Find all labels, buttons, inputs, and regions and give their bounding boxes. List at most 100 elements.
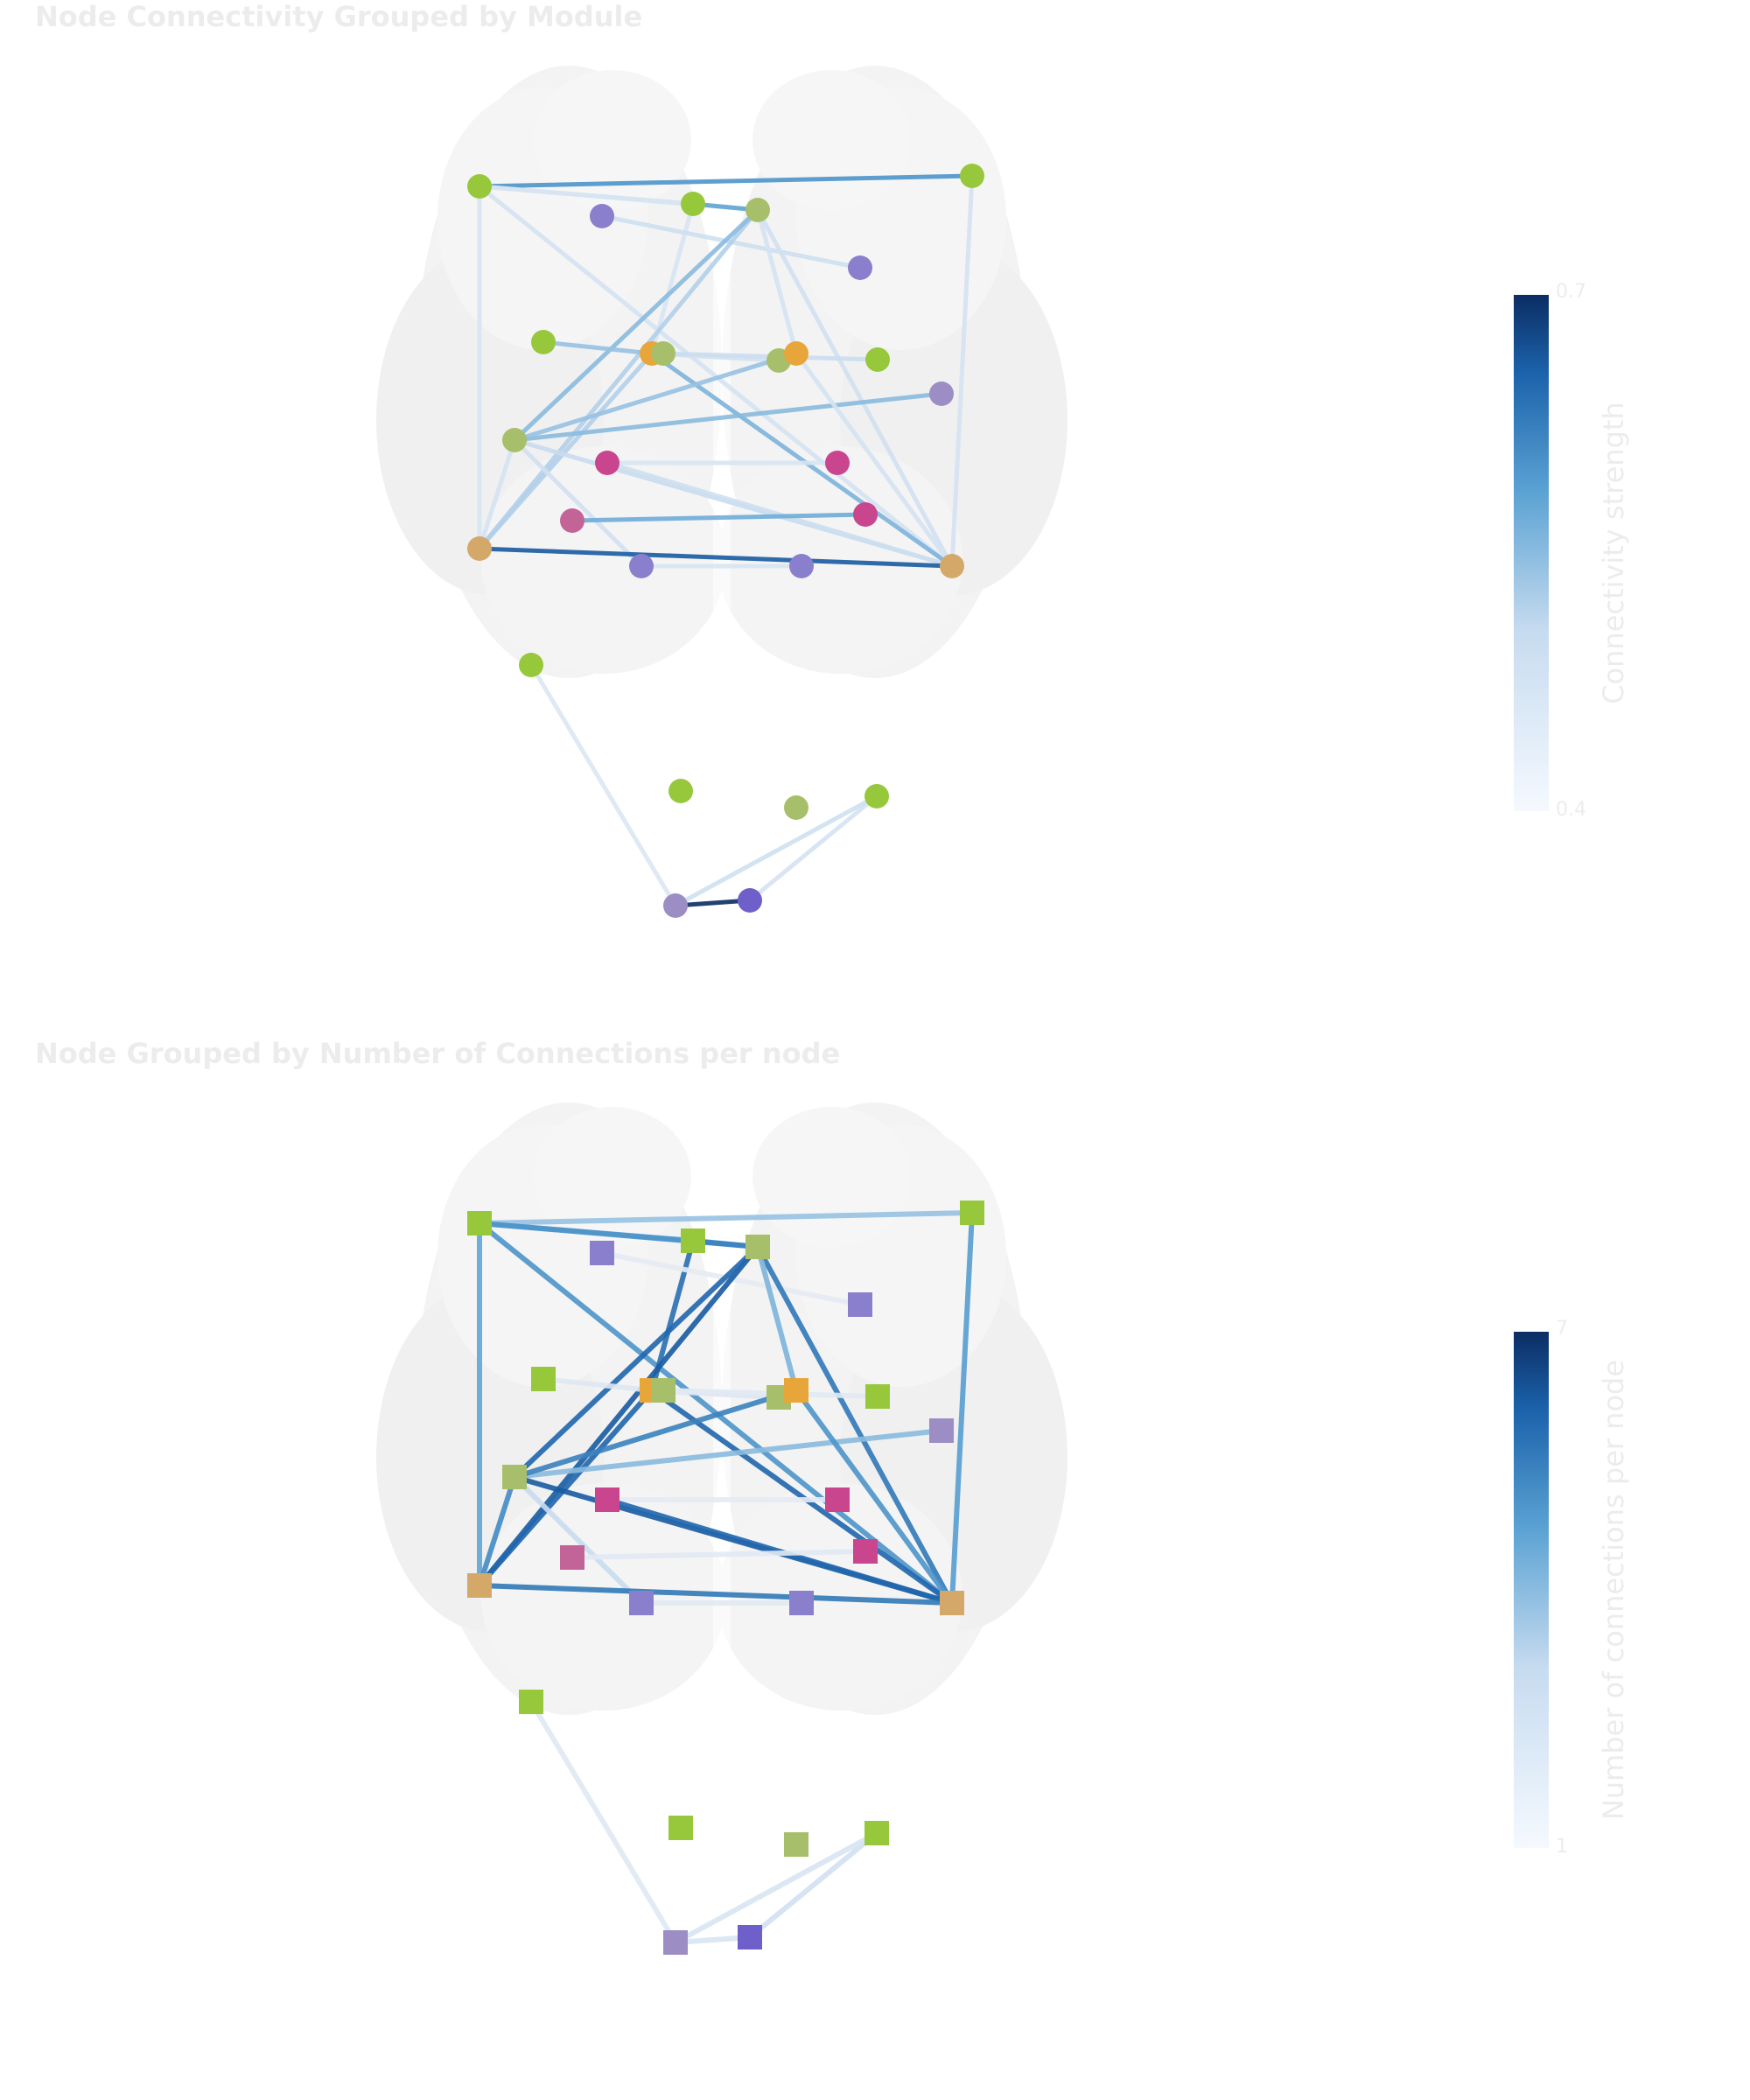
node-N17[interactable] bbox=[560, 1545, 584, 1570]
node-N5[interactable] bbox=[960, 164, 984, 188]
panel-2-colorbar: 7 1 Number of connections per node bbox=[1514, 1318, 1630, 1858]
edge-N27-N28 bbox=[673, 898, 752, 908]
edge-N8-N19 bbox=[477, 1388, 654, 1588]
node-N28[interactable] bbox=[738, 888, 762, 913]
node-N9[interactable] bbox=[651, 1378, 676, 1403]
edge-N4-N19 bbox=[477, 207, 760, 551]
node-N15[interactable] bbox=[595, 1488, 620, 1512]
node-N15[interactable] bbox=[595, 451, 620, 475]
node-N22[interactable] bbox=[940, 1591, 964, 1615]
node-N21[interactable] bbox=[789, 1591, 814, 1615]
node-N22[interactable] bbox=[940, 554, 964, 578]
node-N26[interactable] bbox=[864, 784, 889, 808]
edge-N11-N22 bbox=[794, 1388, 955, 1606]
colorbar-2-label: Number of connections per node bbox=[1597, 1360, 1630, 1820]
edge-N14-N13 bbox=[512, 391, 944, 443]
colorbar-2-tick-max: 7 bbox=[1556, 1318, 1568, 1340]
node-N14[interactable] bbox=[502, 1465, 527, 1489]
node-N11[interactable] bbox=[784, 341, 808, 366]
colorbar-2-tick-min: 1 bbox=[1556, 1836, 1568, 1858]
node-N24[interactable] bbox=[668, 1816, 693, 1840]
node-N2[interactable] bbox=[590, 204, 614, 228]
panel-2-title: Node Grouped by Number of Connections pe… bbox=[35, 1037, 840, 1070]
node-N16[interactable] bbox=[825, 451, 850, 475]
node-N7[interactable] bbox=[531, 330, 556, 354]
node-N5[interactable] bbox=[960, 1200, 984, 1225]
panel-1-title: Node Connectivity Grouped by Module bbox=[35, 0, 642, 33]
node-N19[interactable] bbox=[467, 1573, 492, 1598]
panel-1-nodes bbox=[467, 164, 984, 918]
node-N2[interactable] bbox=[590, 1241, 614, 1265]
edge-N26-N28 bbox=[747, 1830, 879, 1940]
colorbar-1-tick-min: 0.4 bbox=[1556, 799, 1586, 821]
edge-N4-N14 bbox=[512, 1244, 760, 1480]
edge-N14-N20 bbox=[512, 1474, 644, 1606]
node-N16[interactable] bbox=[825, 1488, 850, 1512]
edge-N8-N22 bbox=[649, 1388, 955, 1606]
node-N26[interactable] bbox=[864, 1821, 889, 1845]
edge-N4-N22 bbox=[755, 1244, 955, 1606]
edge-N26-N28 bbox=[747, 794, 879, 903]
edge-N4-N14 bbox=[512, 207, 760, 443]
node-N3[interactable] bbox=[681, 192, 705, 216]
colorbar-1-gradient bbox=[1514, 295, 1549, 811]
node-N3[interactable] bbox=[681, 1228, 705, 1253]
panel-1-colorbar: 0.7 0.4 Connectivity strength bbox=[1514, 281, 1630, 821]
node-N25[interactable] bbox=[784, 795, 808, 820]
edge-N8-N19 bbox=[477, 351, 654, 551]
edge-N19-N22 bbox=[477, 546, 955, 569]
edge-N4-N11 bbox=[755, 1244, 799, 1393]
colorbar-1-label: Connectivity strength bbox=[1597, 402, 1630, 704]
node-N27[interactable] bbox=[663, 893, 688, 918]
edge-N14-N13 bbox=[512, 1428, 944, 1480]
edge-N5-N22 bbox=[949, 173, 975, 569]
node-N11[interactable] bbox=[784, 1378, 808, 1403]
edge-N27-N28 bbox=[673, 1935, 752, 1945]
colorbar-1-tick-max: 0.7 bbox=[1556, 281, 1586, 303]
edge-N4-N22 bbox=[755, 207, 955, 569]
node-N25[interactable] bbox=[784, 1832, 808, 1857]
node-N6[interactable] bbox=[848, 256, 872, 280]
node-N28[interactable] bbox=[738, 1925, 762, 1950]
edge-N26-N27 bbox=[673, 1830, 879, 1945]
edge-N14-N11 bbox=[512, 1388, 799, 1480]
node-N19[interactable] bbox=[467, 536, 492, 561]
node-N13[interactable] bbox=[929, 382, 954, 406]
edge-N17-N18 bbox=[570, 512, 868, 523]
node-N18[interactable] bbox=[853, 502, 878, 527]
node-N20[interactable] bbox=[629, 1591, 654, 1615]
edge-N11-N22 bbox=[794, 351, 955, 569]
node-N13[interactable] bbox=[929, 1418, 954, 1443]
node-N1[interactable] bbox=[467, 1211, 492, 1236]
node-N12[interactable] bbox=[865, 347, 890, 372]
node-N12[interactable] bbox=[865, 1384, 890, 1409]
node-N7[interactable] bbox=[531, 1367, 556, 1391]
panel-1-edges bbox=[477, 173, 975, 908]
node-N14[interactable] bbox=[502, 428, 527, 452]
node-N4[interactable] bbox=[746, 1235, 770, 1259]
edge-N7-N8 bbox=[541, 1376, 654, 1393]
node-N20[interactable] bbox=[629, 554, 654, 578]
node-N23[interactable] bbox=[519, 653, 543, 677]
edge-N14-N20 bbox=[512, 438, 644, 569]
colorbar-2-gradient bbox=[1514, 1332, 1549, 1848]
edge-N7-N8 bbox=[541, 340, 654, 356]
node-N21[interactable] bbox=[789, 554, 814, 578]
node-N18[interactable] bbox=[853, 1539, 878, 1564]
node-N1[interactable] bbox=[467, 174, 492, 199]
node-N23[interactable] bbox=[519, 1690, 543, 1714]
edge-N14-N19 bbox=[477, 438, 517, 551]
edge-N19-N22 bbox=[477, 1583, 955, 1606]
edge-N14-N19 bbox=[477, 1474, 517, 1588]
node-N9[interactable] bbox=[651, 341, 676, 366]
node-N4[interactable] bbox=[746, 198, 770, 222]
panel-2-nodes bbox=[467, 1200, 984, 1955]
edge-N17-N18 bbox=[570, 1549, 868, 1560]
node-N24[interactable] bbox=[668, 779, 693, 803]
node-N6[interactable] bbox=[848, 1292, 872, 1317]
node-N27[interactable] bbox=[663, 1930, 688, 1955]
edge-N5-N22 bbox=[949, 1210, 975, 1606]
edge-N1-N5 bbox=[477, 173, 975, 189]
node-N17[interactable] bbox=[560, 508, 584, 533]
